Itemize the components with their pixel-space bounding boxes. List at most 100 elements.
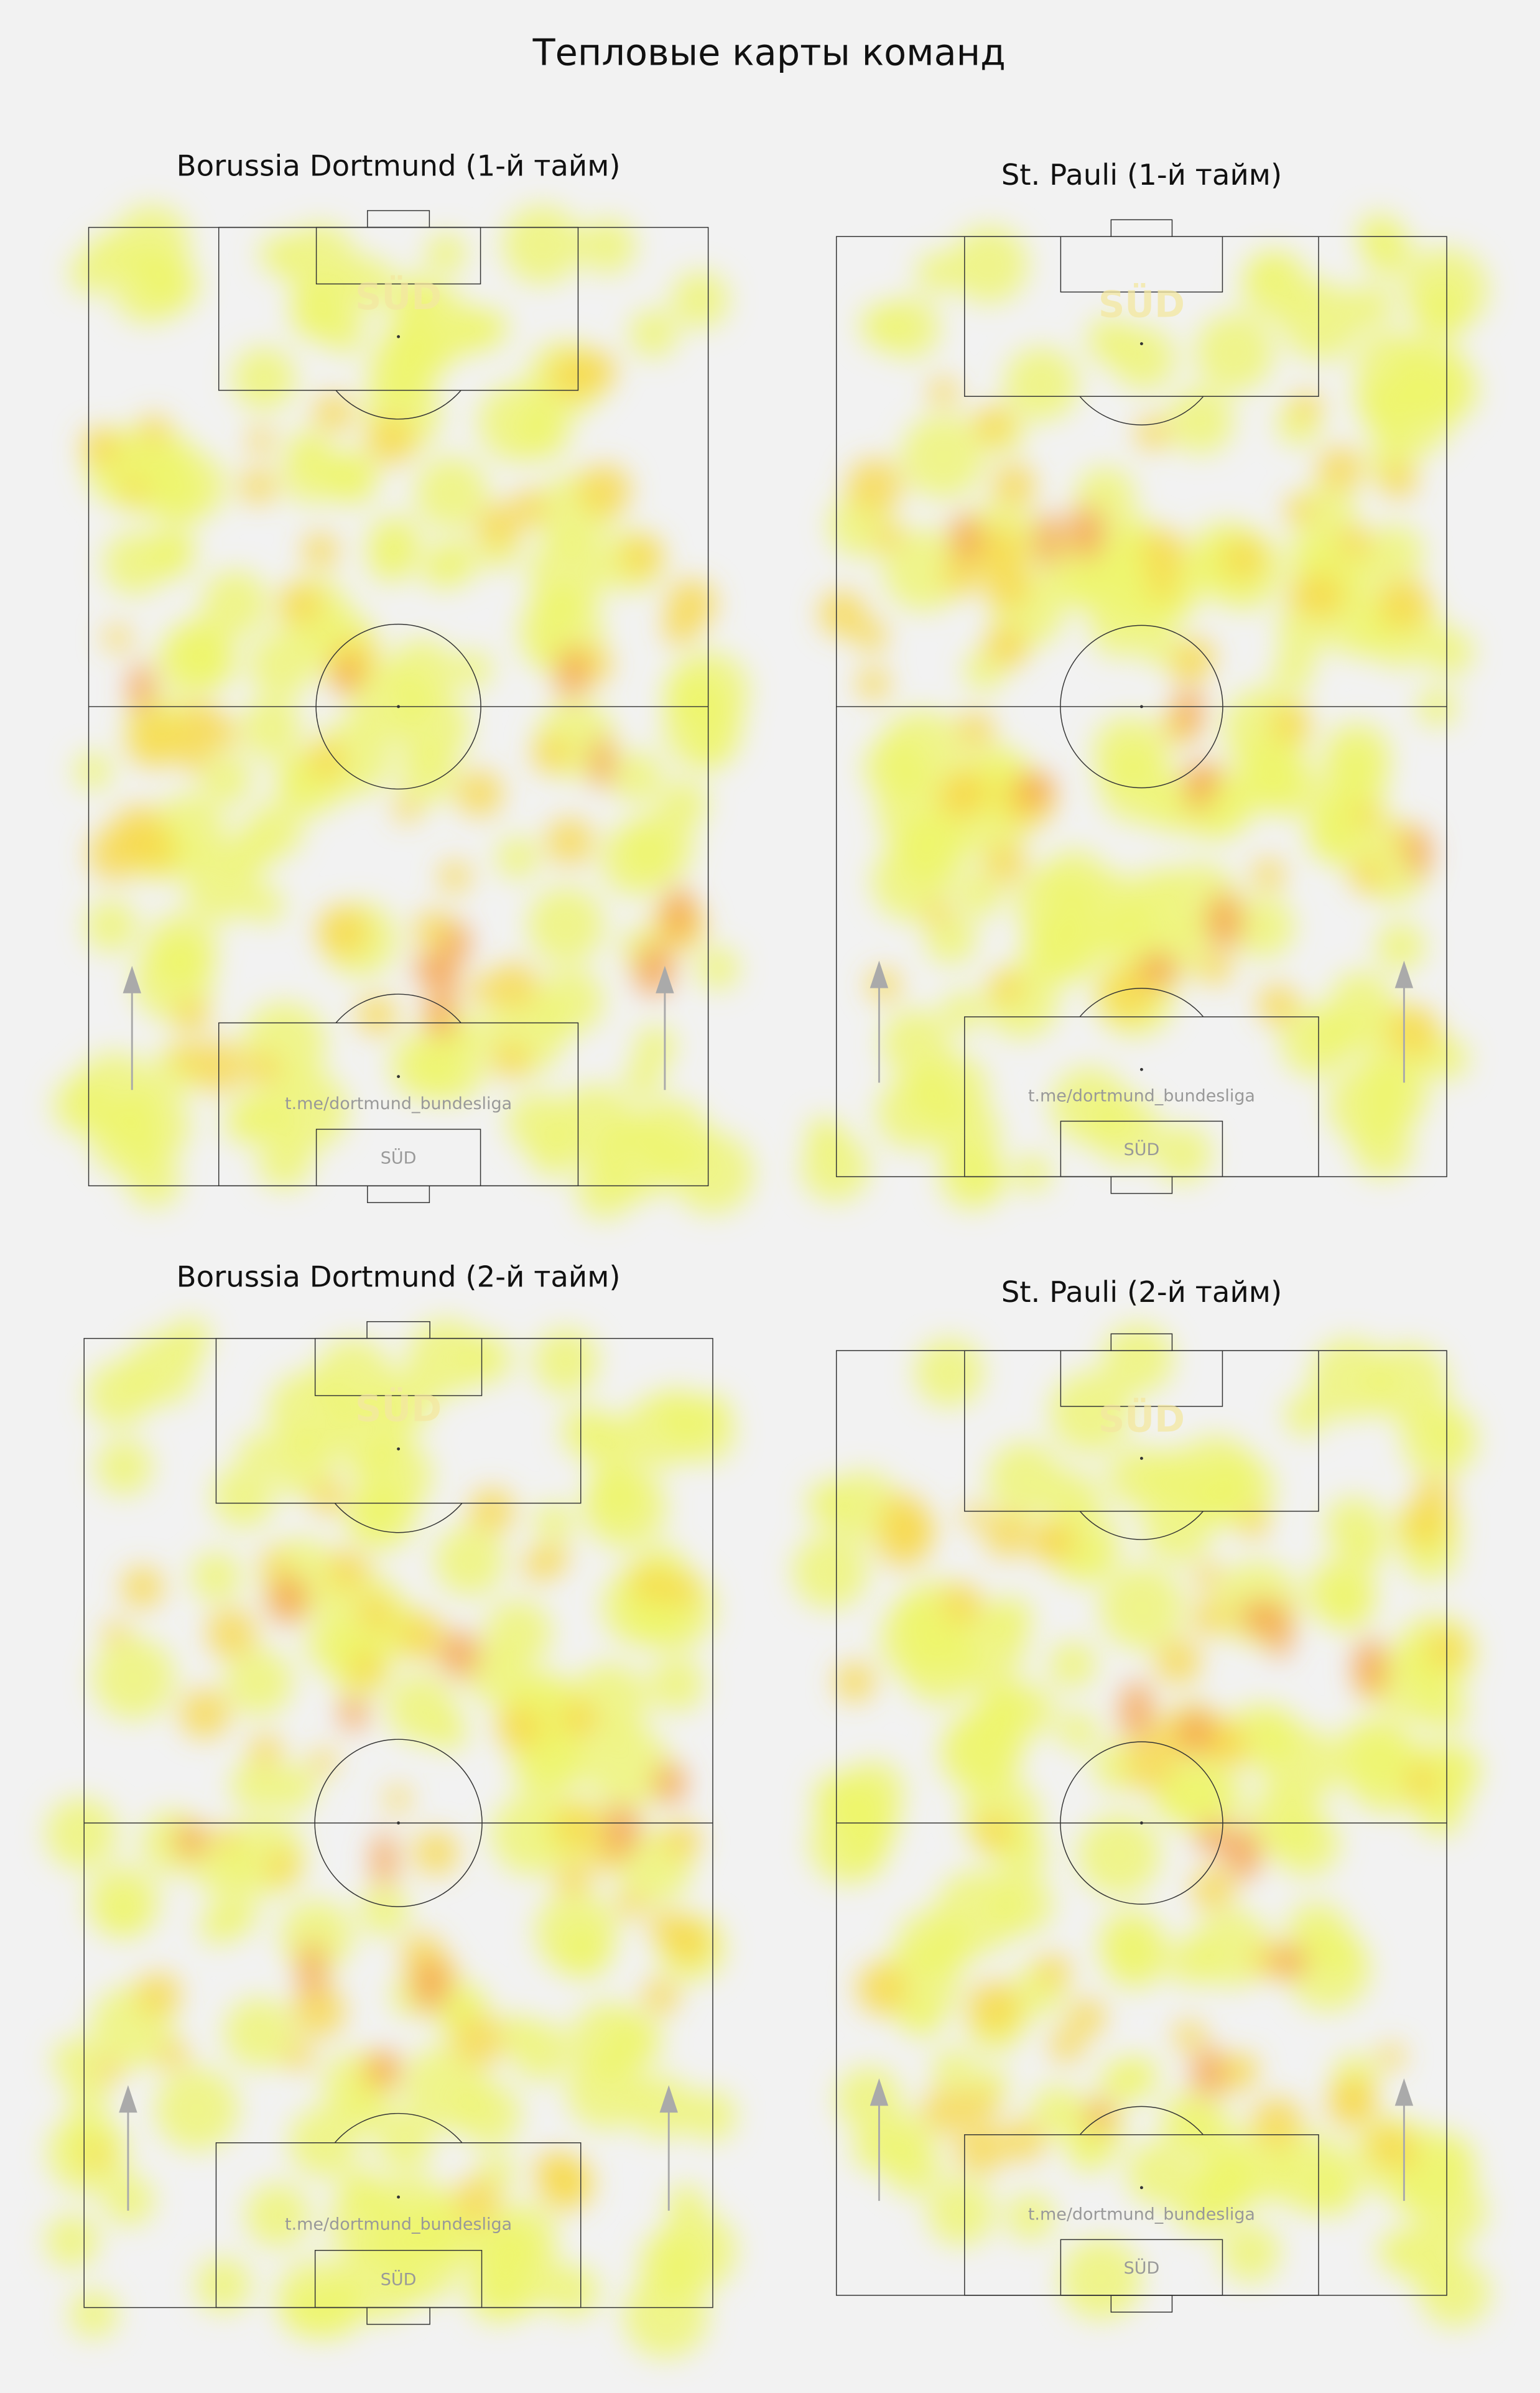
heat-blob [1140,529,1186,575]
heat-blob [1154,1125,1212,1183]
heat-blob [155,2067,239,2151]
heat-blob [1049,2028,1083,2063]
direction-arrowhead [1394,2078,1414,2106]
heat-blob [534,1502,574,1542]
pitch-line [367,210,430,228]
heat-blob [1155,1638,1201,1684]
heat-blob [1327,1066,1407,1145]
heat-blob [327,1549,369,1591]
heat-blob [1194,1563,1222,1590]
penalty-arc [1079,396,1204,425]
heat-blob [1401,1402,1478,1478]
heat-blob [389,1031,458,1100]
heat-hotspot [1178,1706,1213,1757]
heat-blob [1100,1565,1184,1650]
badge-text: SÜD [1124,1140,1160,1159]
heat-blob [901,414,985,500]
pitch-line [367,1185,430,1204]
heat-blob [468,976,497,1005]
heat-blob [397,1613,445,1661]
heat-blob [407,1319,485,1396]
heat-blob [663,669,716,722]
heat-blob [1327,2078,1376,2127]
heat-blob [45,2214,100,2269]
heat-blob [923,2087,970,2134]
heat-blob [1376,2230,1419,2272]
heat-blob [1042,848,1108,915]
pitch-line [366,1321,430,1339]
penalty-arc [1079,1510,1204,1540]
heat-blob [202,570,269,637]
heat-blob [190,1551,241,1602]
heat-blob [225,1648,293,1716]
heat-blob [1174,2020,1205,2051]
watermark: t.me/dortmund_bundesliga [285,1094,512,1113]
penalty-spot [397,1447,401,1451]
heat-blob [1286,1901,1348,1963]
heat-blob [1428,1744,1481,1796]
heat-hotspot [653,1762,687,1805]
heat-blob [629,309,678,358]
panel-title: St. Pauli (1-й тайм) [1001,158,1282,192]
heat-blob [366,416,415,465]
heat-blob [104,625,131,652]
heat-blob [293,1985,345,2038]
heat-blob [367,536,415,583]
heat-blob [1021,914,1089,983]
heat-blob [576,1161,634,1220]
heat-blob [394,796,421,823]
heat-blob [532,1328,599,1395]
heat-blob [84,2143,109,2168]
heat-blob [1003,2119,1046,2162]
heat-blob [1270,2132,1352,2213]
heat-hotspot [1016,772,1055,807]
heat-blob [158,451,227,521]
penalty-spot [1139,342,1143,346]
heat-blob [611,750,662,802]
heat-blob [240,468,276,504]
heat-blob [1272,650,1314,692]
heat-blob [496,836,539,880]
heat-blob [623,811,695,883]
heat-blob [386,1673,456,1743]
heat-blob [328,2185,406,2262]
heat-blob [240,697,302,760]
heat-blob [916,252,958,294]
heat-blob [532,735,570,773]
heat-blob [282,223,357,299]
heat-blob [385,1786,411,1812]
heat-blob [1239,1508,1269,1538]
heat-blob [671,271,729,329]
penalty-arc [334,1503,463,1533]
heat-blob [1378,2043,1405,2070]
heat-blob [1350,284,1394,328]
figure-title: Тепловые карты команд [532,30,1006,73]
heat-blob [1172,651,1202,682]
heat-blob [425,233,467,274]
heat-blob [1191,1867,1234,1910]
heat-blob [554,1804,600,1851]
heat-blob [876,2112,932,2168]
heat-blob [195,2257,252,2313]
penalty-spot [1139,1067,1143,1071]
heat-blob [248,632,315,699]
heat-blob [583,1466,667,1550]
heat-blob [975,1812,1013,1851]
pitch-panel: Borussia Dortmund (2-й тайм) SÜD t.me/dort… [45,1260,737,2359]
heat-blob [684,2089,736,2142]
heat-blob [580,218,636,274]
heat-blob [206,718,238,750]
heat-blob [126,1334,198,1405]
center-circle [315,623,481,790]
heat-blob [656,2210,737,2292]
heat-blob [247,427,274,454]
heat-blob [247,801,304,858]
center-spot [397,705,401,709]
heat-blob [1350,858,1385,893]
heat-blob [52,2038,100,2085]
heat-blob [927,2178,995,2246]
logo-text: SÜD [1098,1397,1185,1440]
heat-hotspot [1087,2099,1113,2134]
heat-blob [633,1099,709,1176]
heat-blob [696,946,740,990]
